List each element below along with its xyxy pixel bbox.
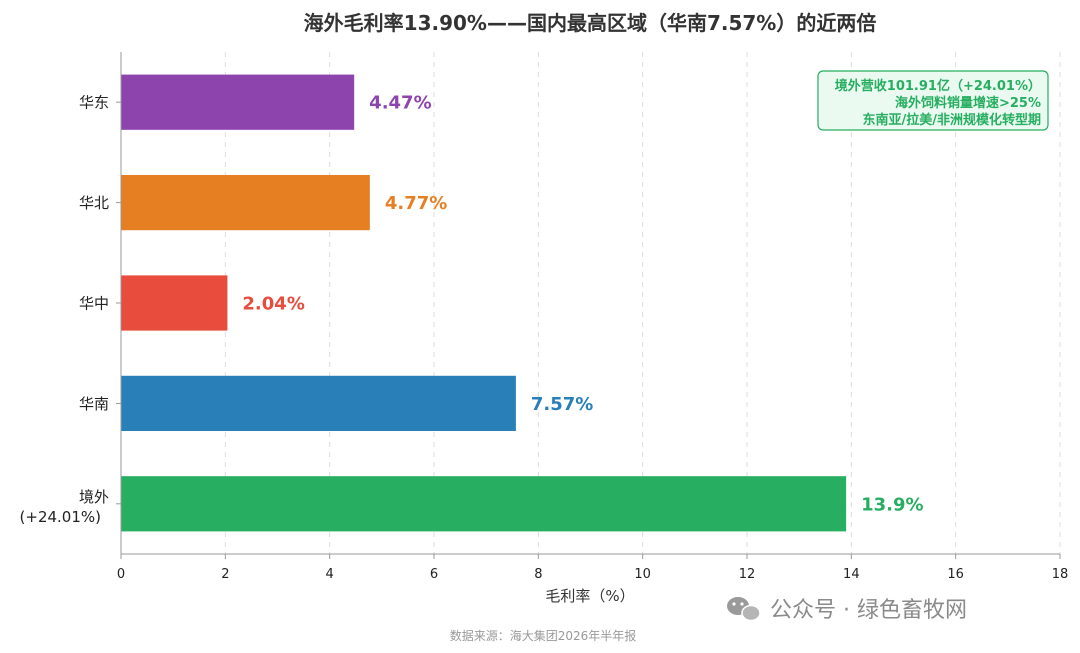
annotation-box: 境外营收101.91亿（+24.01%） 海外饲料销量增速>25% 东南亚/拉美… bbox=[817, 70, 1049, 131]
x-tick-label: 0 bbox=[117, 567, 125, 582]
x-tick-label: 6 bbox=[430, 567, 438, 582]
x-tick-label: 12 bbox=[739, 567, 756, 582]
y-tick-label: 华南 bbox=[79, 395, 109, 413]
annotation-line-3: 东南亚/拉美/非洲规模化转型期 bbox=[863, 112, 1042, 128]
wechat-icon bbox=[727, 597, 761, 622]
data-label: 4.47% bbox=[369, 93, 431, 114]
annotation-background bbox=[817, 70, 1049, 131]
data-label: 7.57% bbox=[531, 394, 593, 415]
chart-title: 海外毛利率13.90%——国内最高区域（华南7.57%）的近两倍 bbox=[304, 11, 877, 35]
x-tick-label: 16 bbox=[947, 567, 964, 582]
y-tick-sublabel: (+24.01%) bbox=[20, 508, 101, 526]
x-tick-label: 4 bbox=[326, 567, 334, 582]
y-tick-label: 境外 bbox=[79, 488, 109, 506]
bars bbox=[121, 74, 847, 532]
source-note: 数据来源：海大集团2026年半年报 bbox=[450, 628, 637, 643]
y-tick-label: 华中 bbox=[79, 295, 109, 313]
y-tick-label: 华东 bbox=[79, 94, 109, 112]
y-tick-label: 华北 bbox=[79, 194, 109, 212]
x-axis-title: 毛利率（%） bbox=[545, 587, 634, 605]
x-tick-label: 8 bbox=[534, 567, 542, 582]
x-tick-label: 18 bbox=[1052, 567, 1069, 582]
labels: 4.47% 4.77% 2.04% 7.57% 13.9% bbox=[242, 93, 923, 516]
data-label: 13.9% bbox=[861, 494, 923, 515]
bar bbox=[121, 275, 228, 331]
watermark: 公众号 · 绿色畜牧网 bbox=[727, 597, 967, 623]
data-label: 4.77% bbox=[385, 193, 447, 214]
data-label: 2.04% bbox=[242, 294, 304, 315]
grid bbox=[224, 52, 1061, 554]
bar bbox=[121, 74, 355, 130]
annotation-line-1: 境外营收101.91亿（+24.01%） bbox=[835, 78, 1041, 94]
annotation-line-2: 海外饲料销量增速>25% bbox=[895, 95, 1041, 111]
x-tick-label: 14 bbox=[843, 567, 860, 582]
bar bbox=[121, 375, 516, 432]
x-tick-label: 2 bbox=[221, 567, 229, 582]
x-tick-label: 10 bbox=[634, 567, 651, 582]
watermark-text: 公众号 · 绿色畜牧网 bbox=[770, 598, 967, 623]
bar bbox=[121, 174, 370, 231]
bar bbox=[121, 476, 847, 532]
